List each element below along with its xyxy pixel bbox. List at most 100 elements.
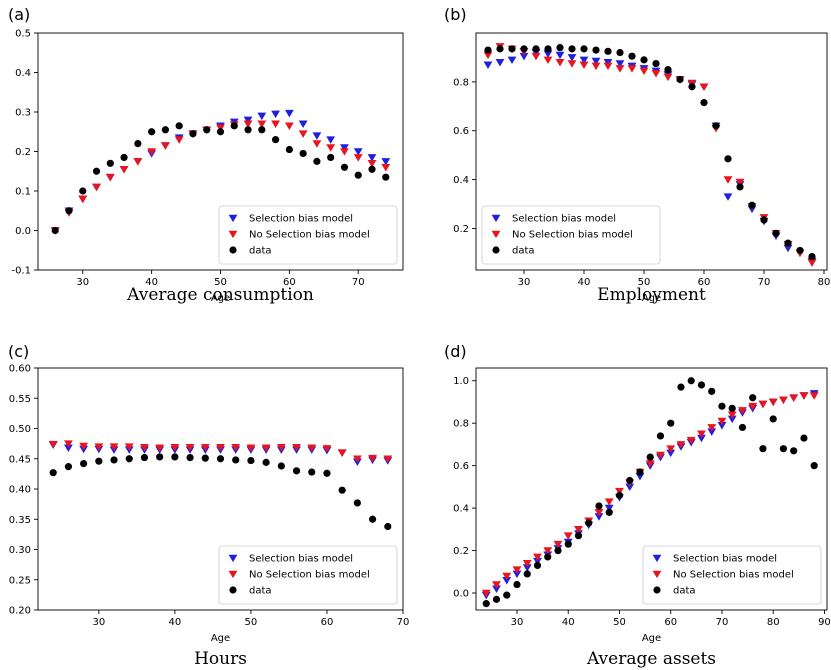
data-point — [337, 449, 347, 457]
panel-caption: Average consumption — [126, 285, 314, 305]
data-point — [808, 252, 816, 261]
data-point — [664, 66, 672, 74]
data-point — [800, 434, 808, 442]
x-axis-label: Age — [642, 633, 661, 644]
data-point — [340, 148, 349, 156]
data-point — [656, 451, 665, 460]
y-tick-label: 0.4 — [453, 504, 469, 515]
legend-marker — [228, 554, 238, 563]
panel-label: (d) — [444, 342, 467, 361]
data-point — [810, 462, 818, 470]
data-point — [626, 476, 634, 485]
x-tick-label: 30 — [518, 277, 531, 288]
data-point — [161, 126, 170, 134]
data-point — [299, 149, 307, 158]
data-point — [106, 159, 114, 167]
data-point — [697, 430, 706, 438]
x-axis-label: Age — [211, 293, 230, 304]
panel-caption: Average assets — [586, 649, 716, 669]
data-point — [603, 62, 613, 71]
data-point — [707, 424, 717, 432]
panel-d: (d) 30 40 50 60 70 80 90 0.0 0.2 0.4 0.6 0.8 1.0 Age Av… — [444, 342, 831, 669]
plot-area — [48, 440, 393, 531]
data-point — [80, 459, 88, 468]
plot-area — [50, 109, 391, 235]
data-point — [513, 580, 521, 589]
data-point — [92, 167, 101, 175]
data-point — [170, 443, 180, 452]
data-point — [189, 130, 197, 138]
y-tick-label: 0.4 — [15, 68, 31, 79]
data-point — [553, 540, 563, 549]
data-point — [110, 456, 118, 464]
data-point — [124, 443, 134, 451]
data-point — [492, 595, 501, 603]
x-tick-label: 30 — [76, 277, 89, 288]
data-point — [340, 163, 349, 171]
data-point — [707, 428, 717, 436]
data-point — [246, 444, 256, 453]
data-point — [790, 447, 798, 455]
y-tick-label: 0.3 — [15, 108, 31, 119]
legend-label: No Selection bias model — [673, 570, 794, 581]
x-tick-label: 70 — [397, 617, 410, 628]
legend-label: data — [673, 586, 696, 597]
x-tick-label: 90 — [818, 617, 831, 628]
data-point — [368, 454, 377, 463]
data-point — [64, 463, 73, 471]
data-point — [697, 381, 706, 389]
data-point — [717, 422, 727, 430]
data-point — [543, 547, 553, 555]
data-point — [502, 572, 512, 581]
data-point — [645, 460, 655, 468]
x-tick-label: 40 — [562, 617, 575, 628]
data-point — [384, 522, 392, 531]
data-point — [772, 229, 780, 237]
y-tick-label: 0.2 — [453, 224, 469, 235]
data-point — [651, 70, 661, 78]
data-point — [809, 392, 819, 400]
data-point — [92, 183, 101, 192]
data-point — [759, 445, 767, 453]
data-point — [789, 394, 799, 402]
data-point — [522, 559, 532, 568]
data-point — [615, 491, 624, 499]
legend-label: No Selection bias model — [512, 230, 633, 241]
data-point — [591, 57, 601, 66]
legend-label: data — [512, 246, 535, 257]
data-point — [718, 402, 726, 410]
data-point — [604, 504, 614, 513]
legend-box — [481, 205, 661, 265]
data-point — [594, 513, 604, 521]
data-point — [216, 128, 225, 136]
data-point — [616, 48, 624, 57]
data-point — [748, 402, 758, 411]
data-point — [312, 132, 322, 140]
data-point — [555, 51, 565, 60]
data-point — [544, 553, 552, 561]
data-point — [687, 377, 695, 385]
legend-marker — [653, 586, 661, 594]
data-point — [604, 47, 612, 55]
data-point — [636, 468, 644, 476]
data-point — [284, 122, 294, 131]
data-point — [140, 453, 149, 462]
data-point — [717, 417, 727, 426]
data-point — [519, 52, 529, 61]
data-point — [79, 442, 89, 451]
data-point — [688, 83, 696, 91]
x-tick-label: 80 — [767, 617, 780, 628]
x-tick-label: 30 — [511, 617, 524, 628]
x-tick-label: 60 — [664, 617, 677, 628]
data-point — [779, 445, 788, 453]
y-tick-label: 0.30 — [9, 545, 31, 556]
axes-frame — [475, 32, 828, 271]
legend-label: No Selection bias model — [249, 230, 370, 241]
y-tick-label: 0.0 — [453, 589, 469, 600]
series-noselection — [48, 440, 393, 463]
legend-marker — [228, 230, 238, 239]
legend-box — [218, 205, 398, 265]
data-point — [285, 145, 293, 154]
data-point — [628, 52, 636, 60]
data-point — [271, 136, 280, 144]
